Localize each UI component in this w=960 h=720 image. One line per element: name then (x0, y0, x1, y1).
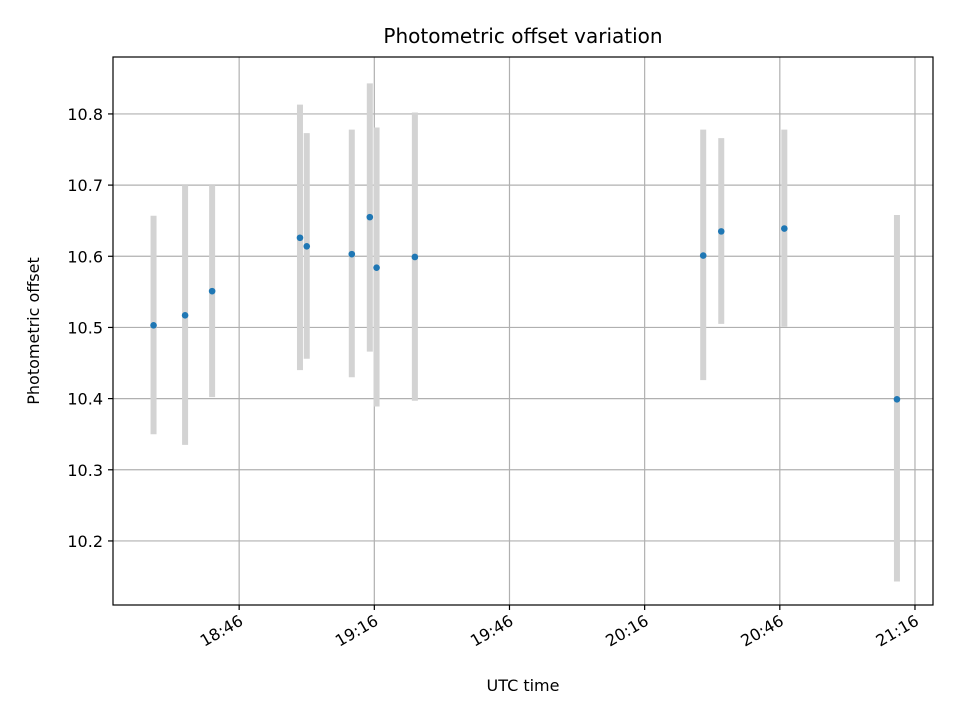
data-point (296, 234, 304, 242)
y-tick-label: 10.5 (67, 318, 103, 337)
y-tick-label: 10.7 (67, 176, 103, 195)
y-tick-label: 10.4 (67, 390, 103, 409)
chart-title: Photometric offset variation (383, 24, 662, 48)
data-point (208, 287, 216, 295)
y-tick-label: 10.6 (67, 247, 103, 266)
data-point (181, 312, 189, 319)
data-points (150, 213, 901, 403)
x-axis-label: UTC time (487, 676, 560, 695)
plot-frame (112, 56, 934, 606)
data-point (373, 264, 380, 271)
data-point (411, 253, 419, 261)
data-point (303, 243, 311, 250)
data-point (150, 322, 157, 329)
y-tick-label: 10.8 (67, 105, 103, 124)
y-axis-label: Photometric offset (24, 257, 43, 405)
data-point (366, 213, 374, 221)
y-tick-label: 10.3 (67, 461, 103, 480)
data-point (781, 225, 788, 232)
y-axis-ticks: 10.2 10.3 10.4 10.5 10.6 10.7 10.8 (67, 105, 113, 551)
data-point (699, 252, 707, 259)
y-tick-label: 10.2 (67, 532, 103, 551)
grid (113, 57, 933, 605)
data-point (893, 396, 901, 403)
data-point (717, 228, 725, 235)
data-point (348, 250, 356, 258)
